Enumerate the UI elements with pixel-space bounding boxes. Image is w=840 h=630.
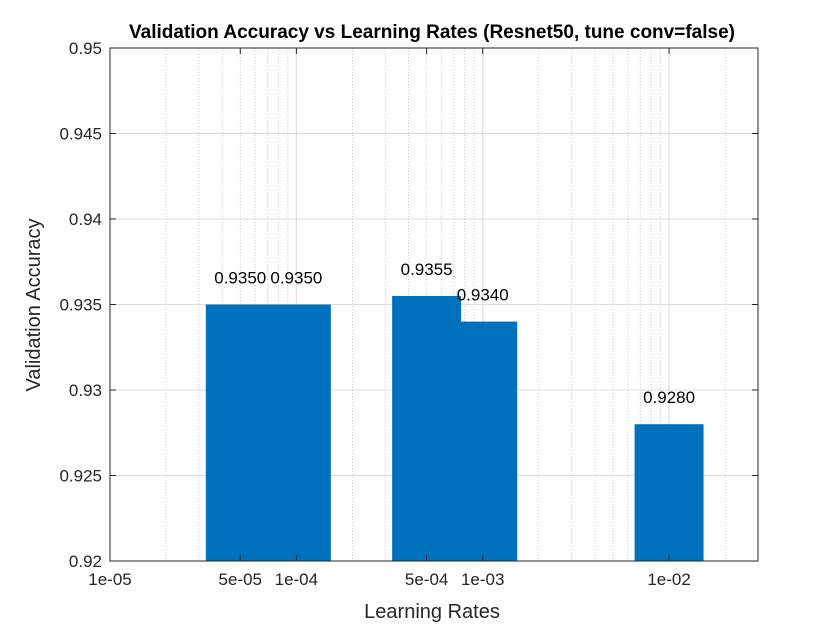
x-tick-label: 5e-04 [405, 570, 448, 589]
x-tick-label: 1e-02 [647, 570, 690, 589]
x-tick-label: 1e-05 [88, 570, 131, 589]
y-tick-label: 0.945 [59, 125, 102, 144]
y-tick-label: 0.92 [69, 552, 102, 571]
data-label: 0.9355 [401, 260, 453, 279]
y-tick-label: 0.95 [69, 39, 102, 58]
y-axis-label: Validation Accuracy [23, 218, 45, 391]
y-tick-label: 0.925 [59, 467, 102, 486]
y-tick-label: 0.93 [69, 381, 102, 400]
x-axis-label: Learning Rates [364, 601, 500, 623]
x-tick-label: 1e-03 [461, 570, 504, 589]
bar [448, 321, 518, 561]
y-tick-label: 0.935 [59, 296, 102, 315]
x-tick-label: 1e-04 [275, 570, 318, 589]
ticks-layer: 1e-05 5e-05 1e-04 5e-04 1e-03 1e-02 0.92 0.925 0… [59, 39, 758, 589]
bars-layer [205, 295, 704, 561]
data-label: 0.9350 [214, 269, 266, 288]
data-label: 0.9350 [270, 269, 322, 288]
data-label: 0.9280 [643, 388, 695, 407]
x-tick-label: 5e-05 [219, 570, 262, 589]
data-label: 0.9340 [457, 286, 509, 305]
bar [261, 304, 331, 561]
chart-title: Validation Accuracy vs Learning Rates (R… [129, 22, 735, 43]
bar [634, 424, 704, 561]
y-tick-label: 0.94 [69, 210, 102, 229]
